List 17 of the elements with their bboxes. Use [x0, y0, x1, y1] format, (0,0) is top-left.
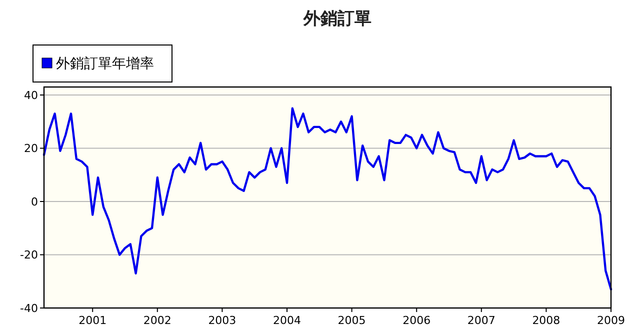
y-tick-label: 40 — [24, 88, 38, 102]
x-tick-label: 2001 — [78, 314, 107, 327]
x-tick-label: 2009 — [597, 314, 625, 327]
x-tick-label: 2002 — [143, 314, 172, 327]
x-tick-label: 2007 — [467, 314, 496, 327]
y-tick-label: -40 — [20, 302, 38, 315]
chart-title: 外銷訂單 — [302, 9, 372, 29]
line-series — [42, 107, 612, 290]
y-tick-label: -20 — [20, 248, 38, 262]
y-tick-label: 0 — [31, 195, 38, 208]
x-tick-label: 2004 — [273, 314, 301, 327]
x-tick-label: 2006 — [402, 314, 431, 327]
x-tick-label: 2008 — [532, 314, 560, 327]
x-tick-label: 2003 — [208, 314, 236, 327]
legend-label: 外銷訂單年增率 — [56, 56, 154, 72]
y-tick-label: 20 — [24, 142, 38, 156]
x-tick-label: 2005 — [338, 314, 366, 327]
